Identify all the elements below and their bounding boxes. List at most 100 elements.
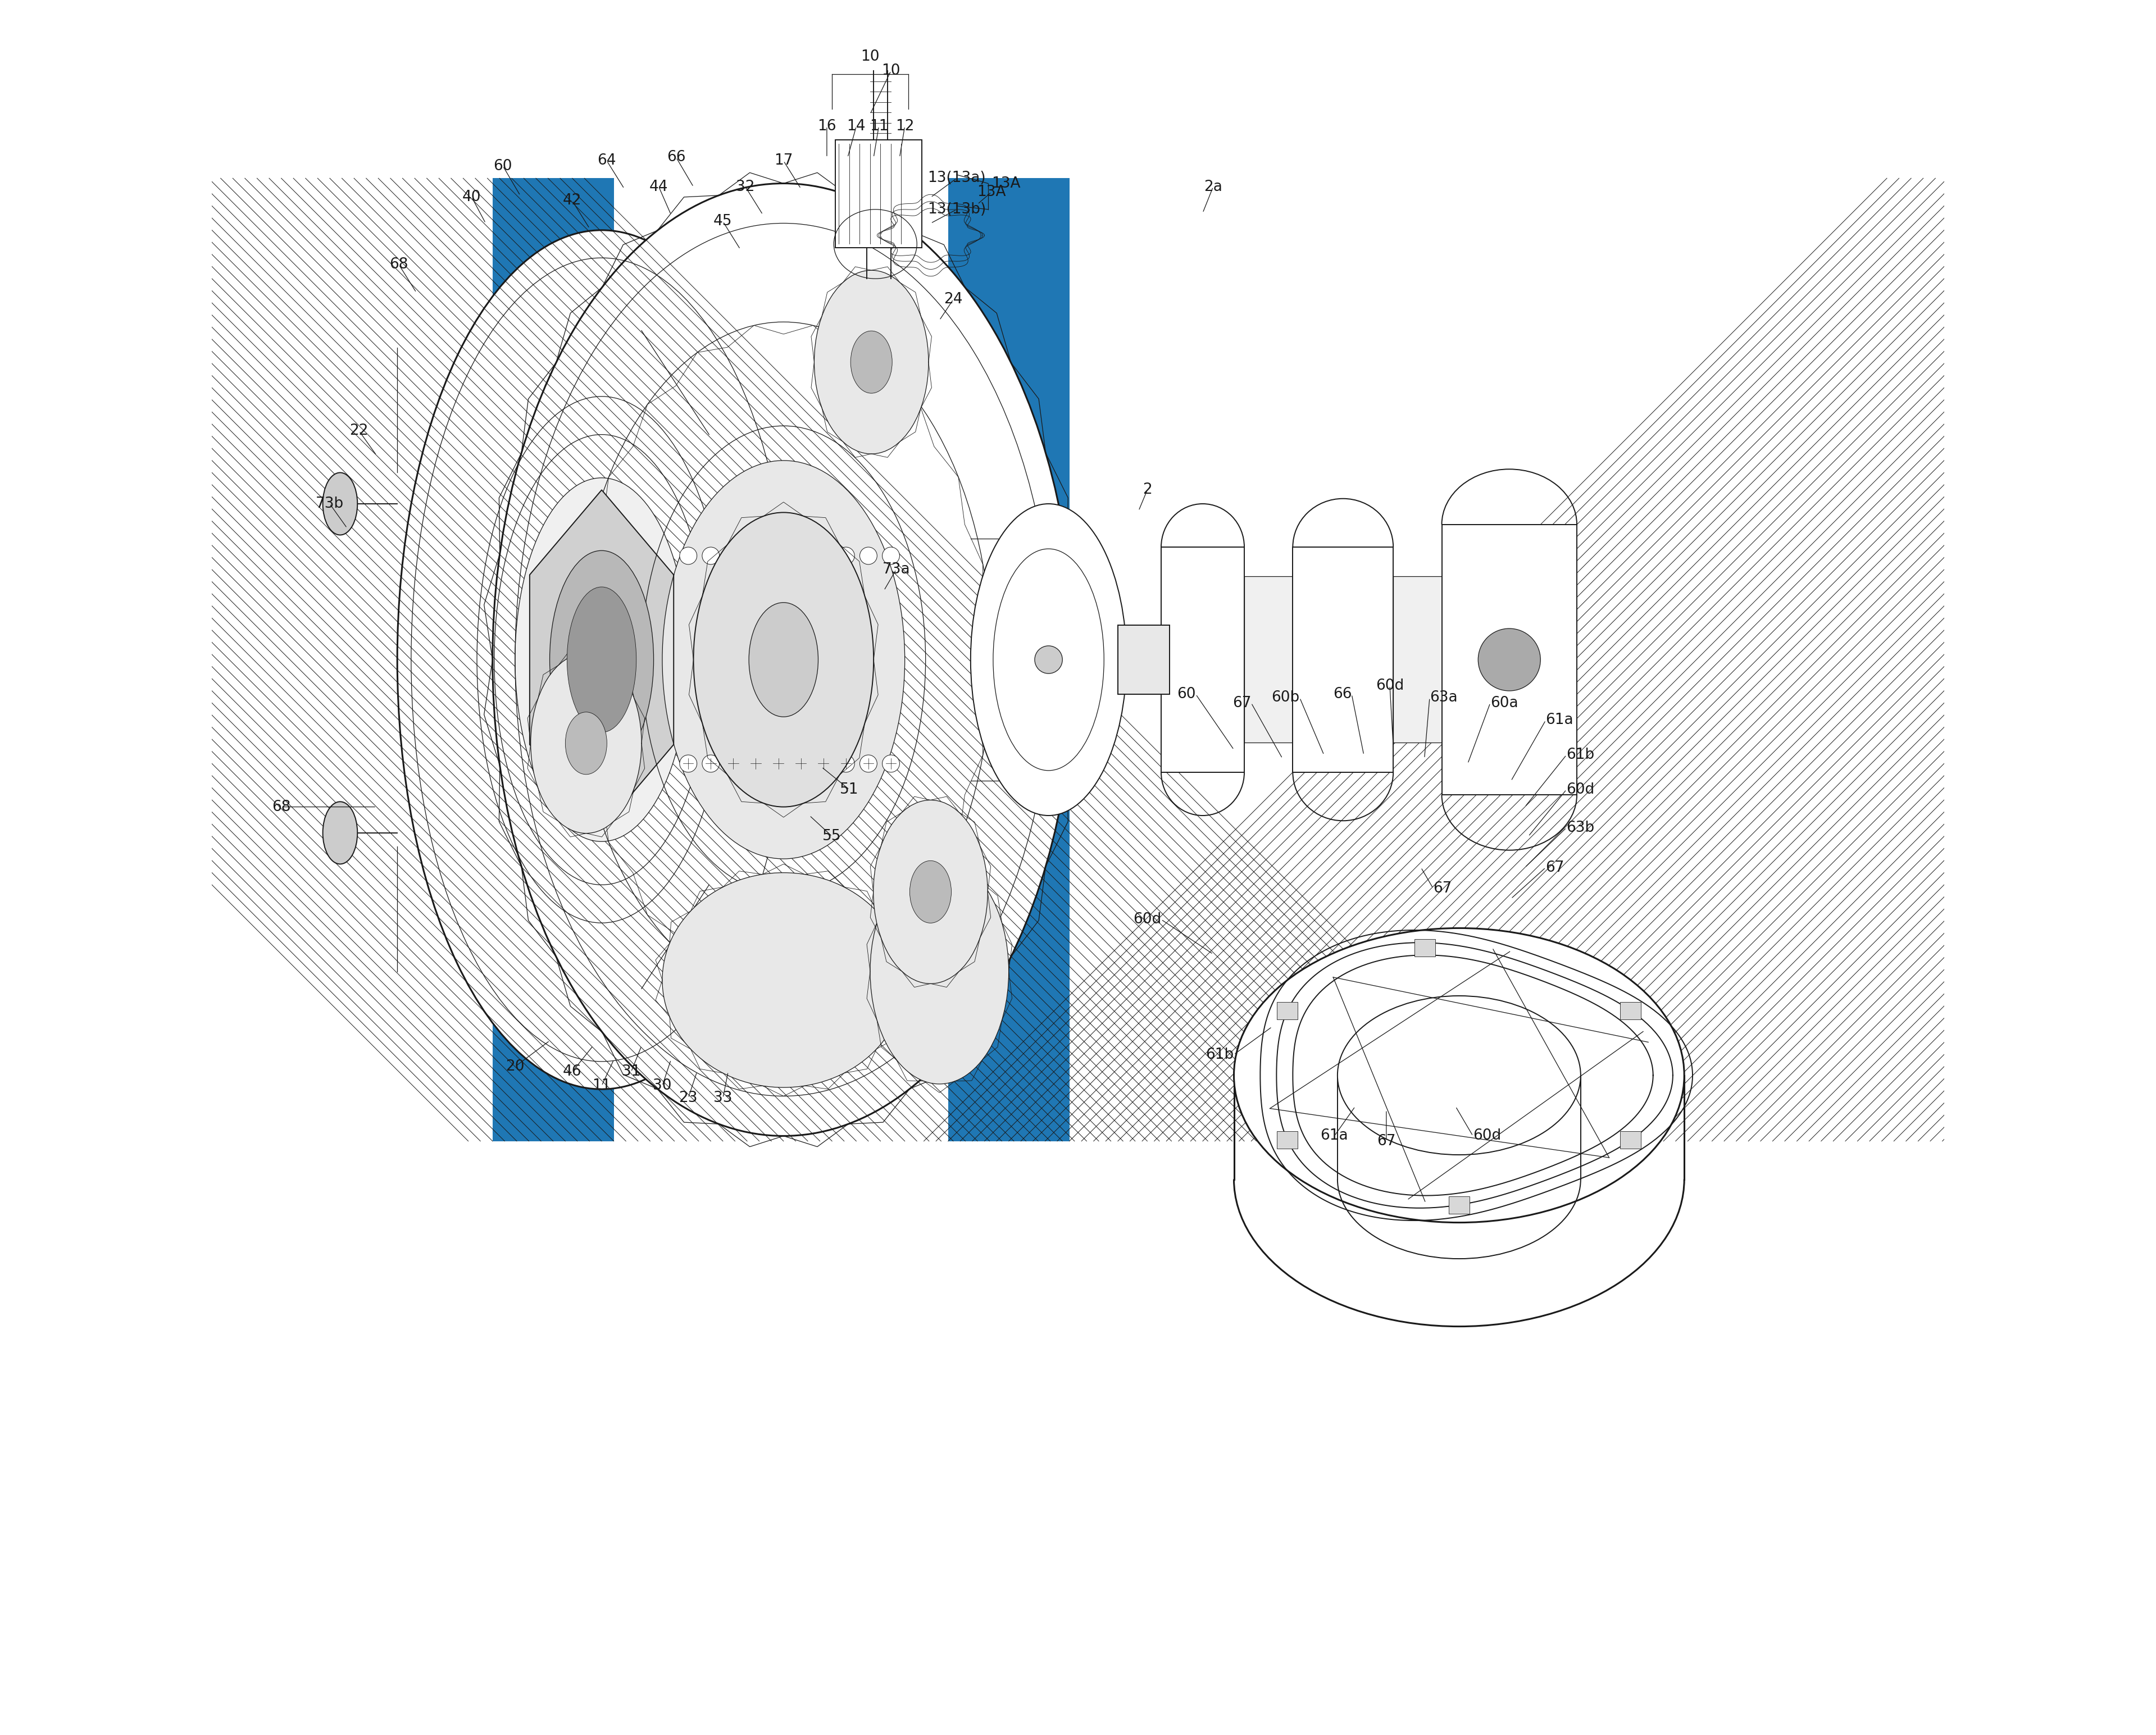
Text: 60d: 60d [1376, 678, 1404, 692]
Text: 68: 68 [390, 257, 407, 272]
Text: 17: 17 [774, 154, 793, 168]
Bar [1294, 547, 1393, 772]
Text: 61a: 61a [1546, 713, 1574, 727]
Circle shape [724, 547, 742, 564]
Circle shape [679, 755, 696, 772]
Ellipse shape [852, 331, 893, 394]
Text: 2: 2 [1143, 482, 1151, 498]
Bar [1244, 576, 1294, 743]
Bar [1162, 547, 1244, 772]
Ellipse shape [662, 873, 906, 1088]
Bar [837, 141, 923, 248]
Ellipse shape [871, 859, 1009, 1084]
Text: 67: 67 [1233, 696, 1250, 710]
Circle shape [724, 755, 742, 772]
Text: 60d: 60d [1473, 1129, 1501, 1143]
Ellipse shape [662, 460, 906, 859]
Text: 11: 11 [593, 1079, 610, 1093]
Text: 46: 46 [563, 1065, 582, 1079]
Text: 61a: 61a [1319, 1129, 1348, 1143]
Text: 24: 24 [944, 291, 964, 307]
Text: 30: 30 [653, 1079, 673, 1093]
Text: 42: 42 [563, 193, 582, 208]
Circle shape [837, 755, 854, 772]
Text: 13A: 13A [977, 184, 1007, 200]
Text: 12: 12 [895, 120, 914, 134]
Circle shape [703, 547, 720, 564]
Circle shape [882, 755, 899, 772]
Ellipse shape [1337, 996, 1580, 1156]
Text: 16: 16 [817, 120, 837, 134]
Text: 60a: 60a [1490, 696, 1518, 710]
Ellipse shape [515, 477, 688, 841]
Circle shape [703, 755, 720, 772]
Ellipse shape [492, 184, 1074, 1136]
Bar [1414, 939, 1436, 956]
Text: 33: 33 [714, 1091, 733, 1105]
Bar [492, 179, 614, 1142]
Bar [1621, 1001, 1641, 1018]
Text: 64: 64 [597, 154, 617, 168]
Circle shape [860, 755, 877, 772]
Text: 66: 66 [1332, 687, 1352, 701]
Text: 67: 67 [1434, 881, 1451, 895]
Bar [949, 179, 1069, 1142]
Polygon shape [530, 489, 673, 829]
Text: 13(13b): 13(13b) [927, 201, 985, 217]
Circle shape [748, 755, 765, 772]
Text: 40: 40 [461, 189, 481, 205]
Ellipse shape [1233, 928, 1684, 1223]
Text: 60: 60 [494, 160, 513, 174]
Text: 45: 45 [714, 213, 733, 229]
Text: 44: 44 [649, 179, 668, 194]
Text: 63b: 63b [1567, 821, 1595, 835]
Circle shape [791, 755, 808, 772]
Bar [1393, 576, 1442, 743]
Ellipse shape [970, 503, 1125, 815]
Text: 60b: 60b [1272, 691, 1300, 704]
Text: 20: 20 [507, 1060, 524, 1074]
Text: 13A: 13A [992, 177, 1020, 191]
Circle shape [882, 547, 899, 564]
Ellipse shape [565, 711, 606, 774]
Circle shape [791, 547, 808, 564]
Text: 60d: 60d [1567, 782, 1595, 796]
Text: 73a: 73a [882, 562, 910, 578]
Ellipse shape [873, 800, 987, 984]
Text: 67: 67 [1378, 1135, 1395, 1149]
Ellipse shape [694, 512, 873, 807]
Text: 61b: 61b [1567, 748, 1595, 762]
Ellipse shape [530, 652, 642, 833]
Circle shape [748, 547, 765, 564]
Ellipse shape [910, 861, 951, 923]
Text: 22: 22 [349, 423, 369, 439]
Text: 63a: 63a [1429, 691, 1457, 704]
Text: 23: 23 [679, 1091, 699, 1105]
Ellipse shape [815, 271, 929, 455]
Text: 2a: 2a [1203, 179, 1222, 194]
Text: 13(13a): 13(13a) [927, 172, 985, 186]
Text: 73b: 73b [315, 496, 343, 512]
Ellipse shape [567, 586, 636, 732]
Ellipse shape [397, 231, 806, 1090]
Text: 60: 60 [1177, 687, 1197, 701]
Text: 10: 10 [882, 64, 901, 78]
Text: 55: 55 [824, 829, 841, 843]
Bar [1276, 1131, 1298, 1149]
Ellipse shape [748, 602, 817, 717]
Ellipse shape [323, 802, 358, 864]
Bar [1276, 1001, 1298, 1018]
Text: 68: 68 [272, 800, 291, 814]
Text: 61b: 61b [1205, 1048, 1233, 1062]
Text: 31: 31 [621, 1065, 640, 1079]
Text: 67: 67 [1546, 861, 1565, 874]
Circle shape [815, 547, 832, 564]
Bar [1117, 625, 1171, 694]
Bar [1442, 524, 1576, 795]
Circle shape [679, 547, 696, 564]
Bar [1621, 1131, 1641, 1149]
Ellipse shape [550, 550, 653, 769]
Circle shape [1479, 628, 1542, 691]
Ellipse shape [323, 472, 358, 534]
Circle shape [815, 755, 832, 772]
